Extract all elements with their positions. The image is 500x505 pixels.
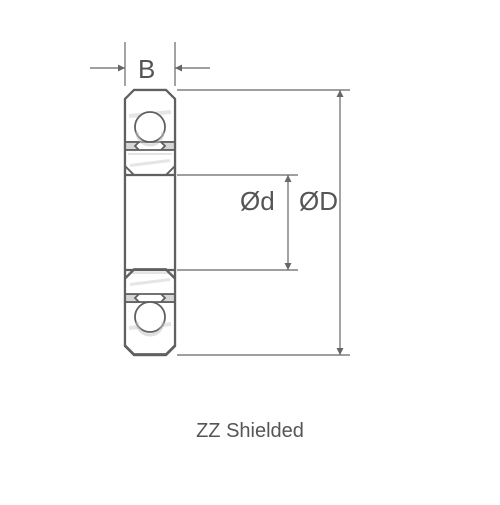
dimension-label-width: B <box>138 54 155 85</box>
diagram-stage: B Ød ØD ZZ Shielded <box>0 0 500 500</box>
dimension-label-outer: ØD <box>299 186 338 217</box>
caption-text: ZZ Shielded <box>0 420 500 443</box>
dimension-label-bore: Ød <box>240 186 275 217</box>
